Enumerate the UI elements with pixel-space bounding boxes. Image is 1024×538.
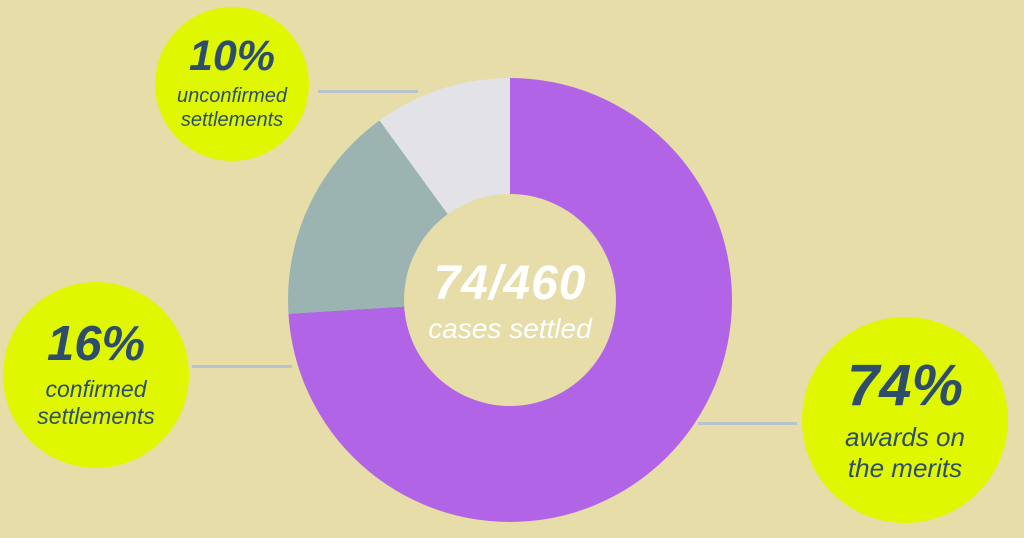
callout-bubble-confirmed: 16% confirmed settlements — [3, 282, 189, 468]
donut-hole: 74/460 cases settled — [404, 194, 616, 406]
donut-center-value: 74/460 — [433, 257, 587, 311]
connector-line-confirmed — [192, 365, 292, 368]
connector-line-unconfirmed — [318, 90, 418, 93]
callout-percent-unconfirmed: 10% — [188, 32, 276, 81]
callout-label-confirmed: confirmed settlements — [37, 375, 155, 429]
callout-bubble-unconfirmed: 10% unconfirmed settlements — [155, 7, 309, 161]
donut-center-label: cases settled — [428, 312, 592, 344]
callout-label-unconfirmed: unconfirmed settlements — [176, 85, 288, 131]
callout-label-awards: awards on the merits — [845, 421, 965, 483]
donut-chart: 74/460 cases settled — [288, 78, 732, 522]
callout-percent-confirmed: 16% — [46, 316, 146, 371]
callout-percent-awards: 74% — [846, 352, 964, 418]
callout-bubble-awards: 74% awards on the merits — [802, 317, 1008, 523]
connector-line-awards — [698, 422, 797, 425]
